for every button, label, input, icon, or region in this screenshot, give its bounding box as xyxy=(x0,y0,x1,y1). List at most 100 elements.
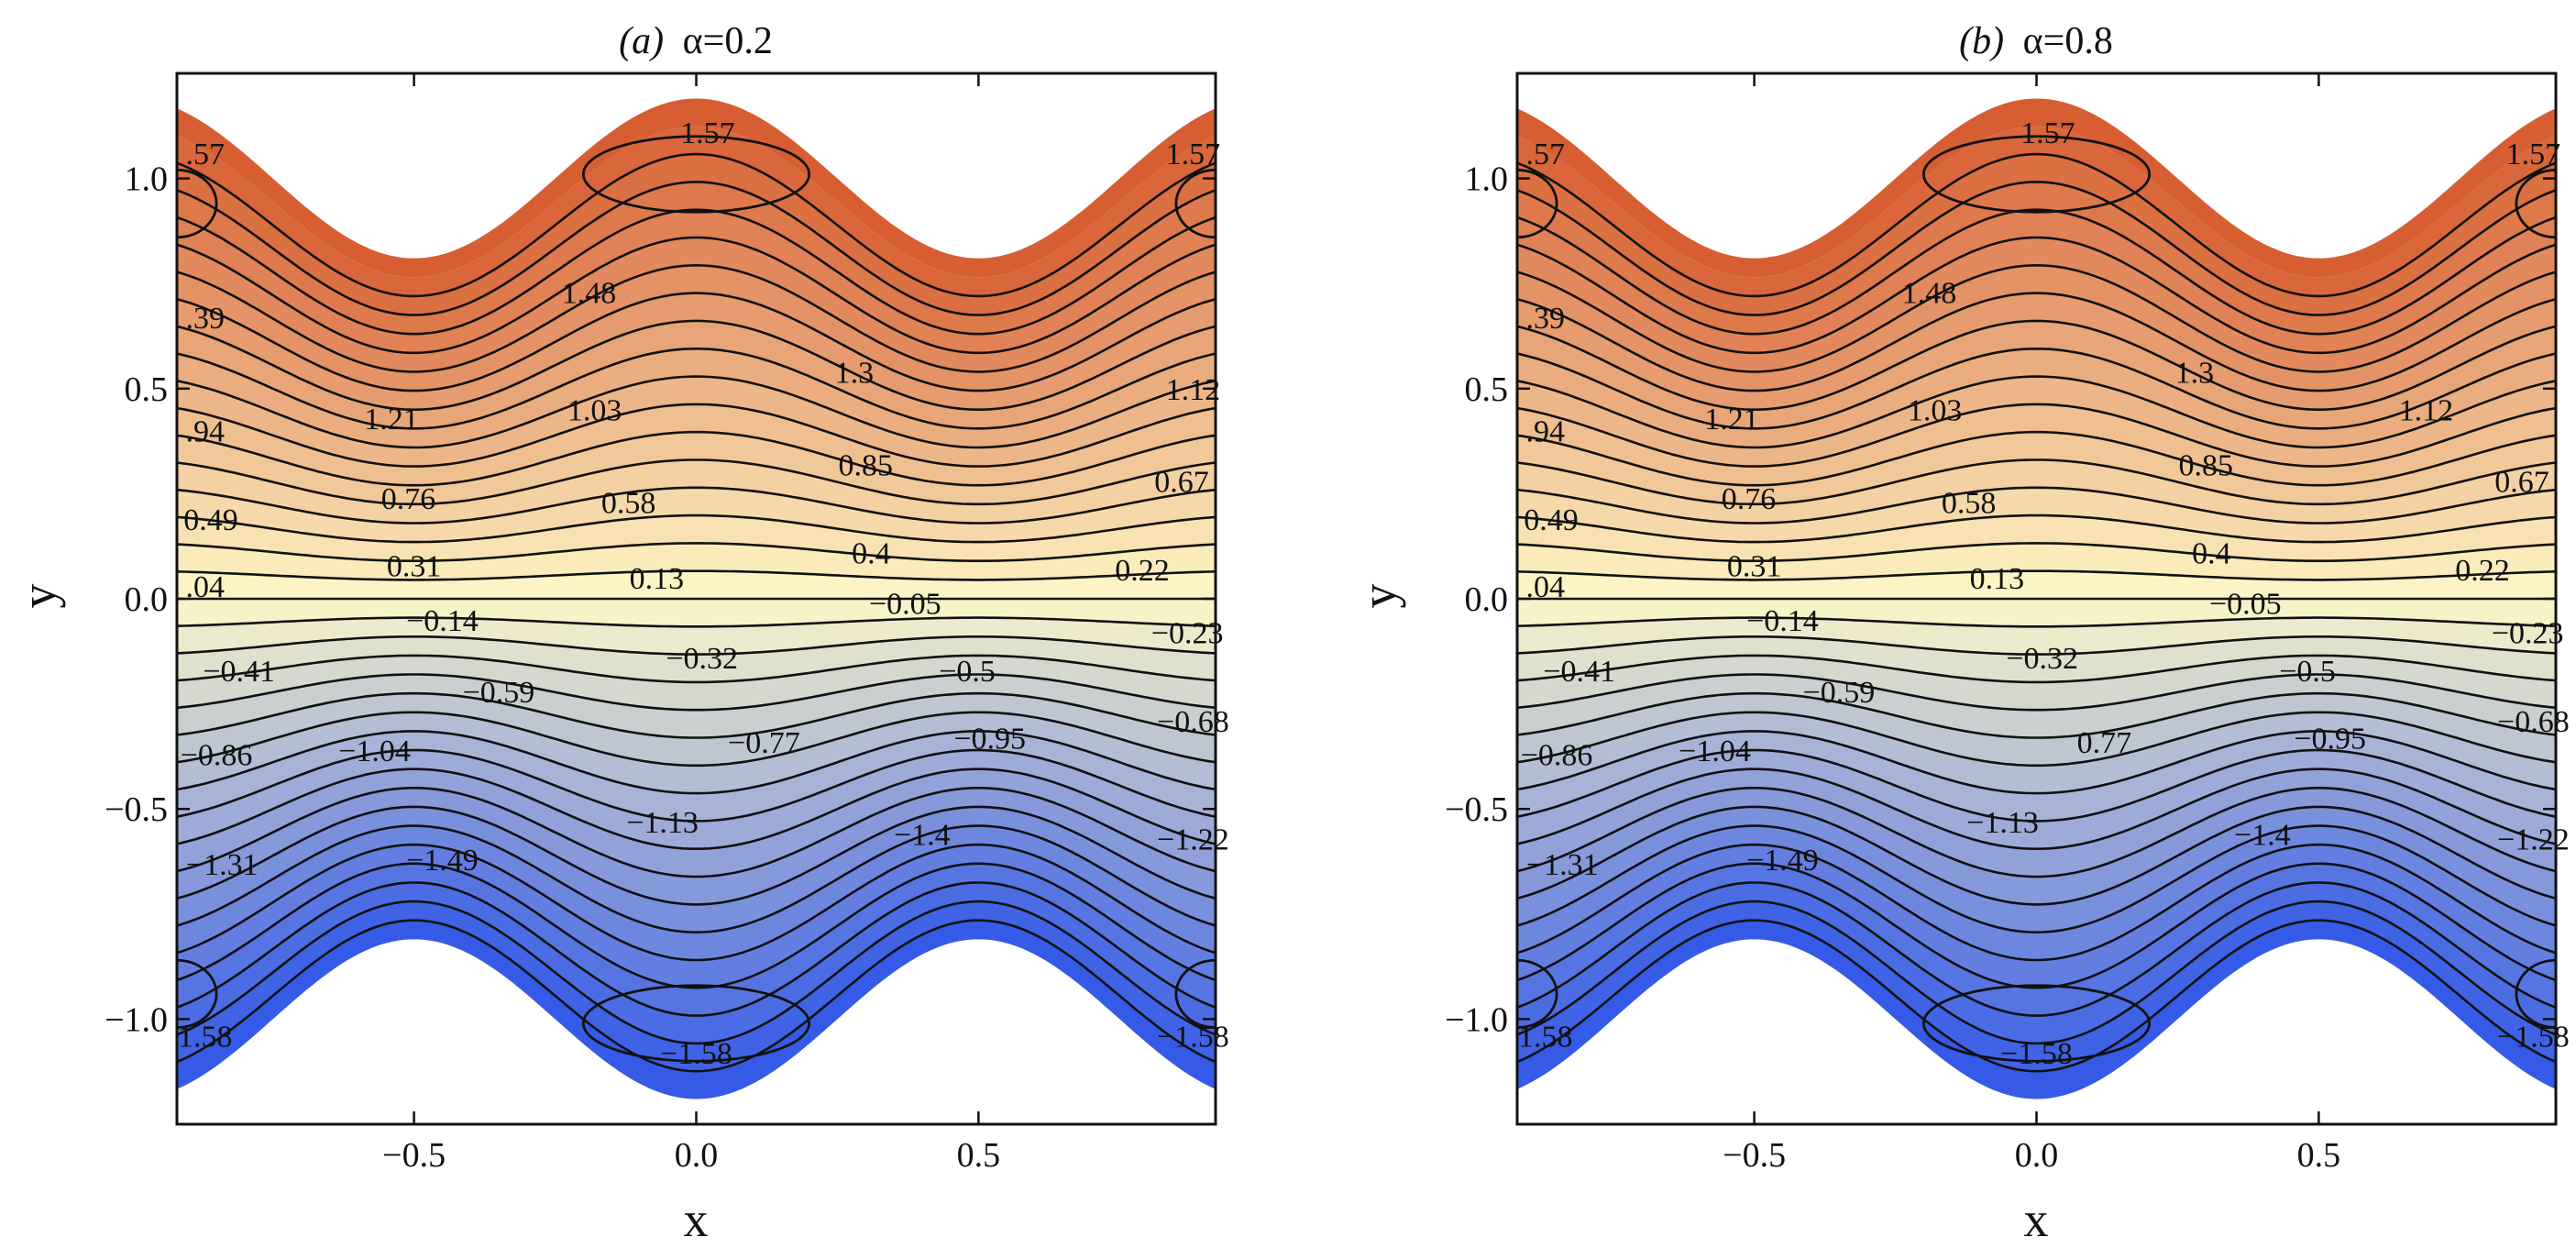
panel-a-band xyxy=(177,432,1216,504)
panel-b-contour-label: −1.58 xyxy=(2497,1021,2570,1055)
panel-a-ytick-label: 1.0 xyxy=(125,160,169,199)
panel-a-band xyxy=(177,265,1216,392)
panel-a-contour-line xyxy=(177,319,1216,411)
panel-b-contour-line xyxy=(1517,635,2556,656)
panel-b-contour-label: 1.21 xyxy=(1704,403,1759,436)
panel-a-contour-line xyxy=(177,787,1216,878)
panel-a-contour-line xyxy=(177,208,1216,336)
panel-b-contour-label: −0.68 xyxy=(2497,705,2570,739)
panel-b-contour-label: −0.41 xyxy=(1543,655,1615,689)
panel-b-contour-label: −1.13 xyxy=(1966,806,2039,840)
panel-b-contour-label: 0.67 xyxy=(2494,466,2549,500)
panel-a-xtick-label: −0.5 xyxy=(382,1136,446,1175)
panel-a-contour-label: −1.04 xyxy=(338,734,411,768)
panel-a-contour-line xyxy=(177,181,1216,316)
panel-a-contour-line xyxy=(177,673,1216,712)
panel-b-contour-label: 0.85 xyxy=(2178,448,2233,482)
panel-b-band xyxy=(1517,515,2556,561)
panel-a-xlabel: x xyxy=(684,1192,709,1247)
panel-b-contour-label: 0.31 xyxy=(1727,549,1782,583)
panel-b-contour-line xyxy=(1517,347,2556,430)
panel-b-contour-line xyxy=(1517,673,2556,712)
panel-b-band xyxy=(1517,617,2556,655)
panel-b-contour-line xyxy=(1517,181,2556,316)
panel-a-contour-line xyxy=(177,691,1216,739)
panel-b-band xyxy=(1517,693,2556,766)
panel-a-contour-label: .94 xyxy=(186,415,226,449)
panel-b-contour-line xyxy=(1517,824,2556,934)
panel-a-contour-line xyxy=(177,347,1216,430)
panel-b-contour-label: −1.58 xyxy=(2000,1037,2073,1071)
panel-b-contour-label: 0.58 xyxy=(1942,487,1997,521)
panel-a-band xyxy=(177,570,1216,599)
panel-a-contour-line xyxy=(177,263,1216,373)
panel-a-contour-line xyxy=(177,569,1216,581)
panel-b-band xyxy=(1517,459,2556,524)
panel-a-contour-line xyxy=(177,824,1216,934)
panel-b-contour-line xyxy=(1517,748,2556,823)
panel-a-contour-label: −0.05 xyxy=(869,588,941,622)
panel-a-contour-label: 0.85 xyxy=(838,448,893,482)
panel-b-band xyxy=(1517,348,2556,447)
panel-a-contour-label: −0.5 xyxy=(939,655,996,689)
panel-b-band xyxy=(1517,674,2556,738)
panel-b-contour-label: 1.57 xyxy=(2506,138,2561,171)
panel-b-contour-line xyxy=(1517,486,2556,525)
panel-a-fill xyxy=(177,98,1216,1099)
panel-b-band xyxy=(1517,543,2556,580)
panel-a-contour-line xyxy=(177,542,1216,562)
panel-b-band xyxy=(1517,570,2556,599)
panel-b-ticks: −0.5 0.0 0.5 1.0 0.5 0.0 −0.5 −1.0 xyxy=(1445,73,2556,1175)
panel-a-band xyxy=(177,599,1216,627)
panel-a-contour-line xyxy=(177,514,1216,544)
panel-b-contour-label: −1.31 xyxy=(1526,848,1599,882)
panel-b-band xyxy=(1517,750,2556,849)
panel-b-ytick-label: 1.0 xyxy=(1465,160,1509,199)
panel-b-band xyxy=(1517,731,2556,822)
panel-a-contour-label: −0.23 xyxy=(1151,617,1224,651)
panel-a-contour-line xyxy=(177,843,1216,962)
panel-b-contour-line xyxy=(1517,319,2556,411)
panel-a-title-param: α=0.2 xyxy=(683,20,773,62)
panel-a: (a) α=0.2 .57 1.57 1.57 1.48 .39 1.3 1.21 1.03 1… xyxy=(11,20,1229,1247)
panel-b-closed-contour xyxy=(1921,135,2152,214)
panel-a-band xyxy=(177,376,1216,467)
panel-a-closed-contour xyxy=(581,135,811,214)
panel-a-contour-label: 0.13 xyxy=(630,562,685,596)
panel-b-contour-label: 0.49 xyxy=(1524,503,1579,537)
panel-b-closed-contour xyxy=(1517,958,1558,1029)
panel-b-band xyxy=(1517,768,2556,878)
panel-b-contour-line xyxy=(1517,208,2556,336)
panel-b-contour-label: −1.22 xyxy=(2497,823,2570,856)
panel-a-contour-label: 0.76 xyxy=(381,482,436,516)
panel-b-band xyxy=(1517,599,2556,627)
panel-a-contour-line xyxy=(177,862,1216,989)
panel-b-contour-line xyxy=(1517,787,2556,878)
panel-b-contour-label: −0.5 xyxy=(2279,655,2336,689)
panel-a-ticks: −0.5 0.0 0.5 1.0 0.5 0.0 −0.5 −1.0 xyxy=(105,73,1216,1175)
panel-a-closed-contour xyxy=(581,984,811,1063)
panel-b-contour-label: −0.14 xyxy=(1746,604,1819,638)
panel-a-ytick-label: −1.0 xyxy=(105,1000,168,1039)
panel-a-contour-label: −0.41 xyxy=(203,655,275,689)
panel-a-contour-label: 1.57 xyxy=(1166,138,1221,171)
panel-b-contour-label: 1.03 xyxy=(1908,394,1963,428)
panel-b-title-param: α=0.8 xyxy=(2023,20,2113,62)
panel-b-contour-label: −0.86 xyxy=(1521,739,1593,773)
panel-a-contour-label: −1.31 xyxy=(186,848,259,882)
panel-a-contour-label: 0.31 xyxy=(387,549,442,583)
panel-a-contour-labels: .57 1.57 1.57 1.48 .39 1.3 1.21 1.03 1.12 .94 0.85… xyxy=(178,116,1229,1071)
panel-a-contour-line xyxy=(177,236,1216,355)
panel-b-contour-label: −1.04 xyxy=(1679,734,1751,768)
panel-b-contour-line xyxy=(1517,654,2556,684)
panel-a-contour-label: −1.58 xyxy=(660,1037,732,1071)
panel-b-closed-contour xyxy=(1921,984,2152,1063)
panel-a-contour-line xyxy=(177,768,1216,851)
panel-b-contour-line xyxy=(1517,514,2556,544)
panel-b-contour-label: −0.95 xyxy=(2294,722,2366,756)
panel-b-band xyxy=(1517,376,2556,467)
panel-b-band xyxy=(1517,636,2556,682)
panel-a-contour-line xyxy=(177,375,1216,449)
panel-b-contour-lines xyxy=(1517,135,2556,1073)
panel-b-band xyxy=(1517,806,2556,933)
